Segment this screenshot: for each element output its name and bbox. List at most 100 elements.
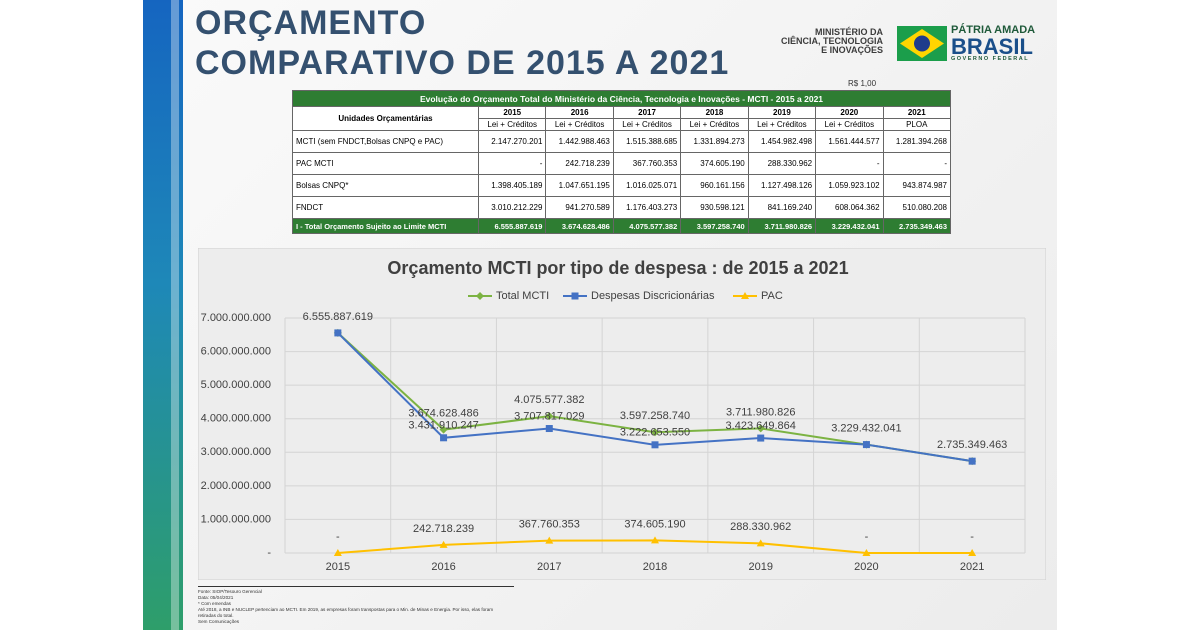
title-line: ORÇAMENTO — [195, 4, 427, 42]
value-cell: 1.454.982.498 — [747, 130, 817, 153]
year-cell: 2015 — [477, 106, 547, 119]
point — [439, 540, 448, 548]
year-cell: 2020 — [815, 106, 884, 119]
point — [545, 412, 554, 421]
value-cell: - — [882, 152, 952, 175]
year-cell: 2017 — [612, 106, 682, 119]
flag-logo — [897, 26, 947, 61]
value-cell: 841.169.240 — [747, 196, 817, 219]
data-row: Bolsas CNPQ* 1.398.405.189 1.047.651.195 1.… — [292, 174, 952, 197]
point — [756, 539, 765, 547]
value-cell: 3.010.212.229 — [477, 196, 547, 219]
data-label: 3.431.910.247 — [408, 420, 478, 432]
data-label: 367.760.353 — [519, 519, 580, 531]
total-cell: 3.674.628.486 — [545, 218, 614, 234]
y-tick-label: - — [267, 547, 271, 559]
point — [545, 425, 553, 433]
data-label: 242.718.239 — [413, 523, 474, 535]
value-cell: 1.281.394.268 — [882, 130, 952, 153]
value-cell: 1.059.923.102 — [815, 174, 884, 197]
data-label: 3.423.649.864 — [726, 420, 796, 432]
footnote-line: retiradas do total. — [198, 613, 234, 618]
value-cell: 608.064.362 — [815, 196, 884, 219]
data-row: FNDCT 3.010.212.229 941.270.589 1.176.403.2… — [292, 196, 952, 219]
x-tick-label: 2016 — [431, 561, 455, 573]
value-cell: 1.442.988.463 — [545, 130, 614, 153]
data-label: 3.711.980.826 — [726, 406, 796, 418]
caption-row: Evolução do Orçamento Total do Ministéri… — [292, 90, 951, 107]
data-label: - — [970, 531, 974, 543]
point — [757, 434, 765, 442]
x-tick-label: 2017 — [537, 561, 561, 573]
y-tick-label: 1.000.000.000 — [201, 513, 271, 525]
value-cell: 1.515.388.685 — [612, 130, 682, 153]
legend-marker — [571, 292, 579, 300]
legend-label: Despesas Discricionárias — [591, 290, 715, 302]
value-cell: 288.330.962 — [747, 152, 817, 175]
data-label: 374.605.190 — [624, 518, 685, 530]
subheader-cell: Lei + Créditos — [612, 118, 682, 131]
row-label: MCTI (sem FNDCT,Bolsas CNPQ e PAC) — [292, 130, 479, 153]
data-label: 3.674.628.486 — [408, 408, 478, 420]
point — [440, 434, 448, 442]
chart-background — [198, 248, 1046, 580]
value-cell: 943.874.987 — [882, 174, 952, 197]
y-tick-label: 2.000.000.000 — [201, 480, 271, 492]
chart: Orçamento MCTI por tipo de despesa : de … — [198, 248, 1046, 580]
point — [862, 441, 870, 449]
subheader-cell: Lei + Créditos — [477, 118, 547, 131]
footnote-line: * Com emendas — [198, 601, 231, 606]
value-cell: 1.047.651.195 — [545, 174, 614, 197]
point — [651, 428, 659, 437]
title-line: COMPARATIVO DE 2015 A 2021 — [195, 44, 730, 82]
total-cell: 6.555.887.619 — [477, 218, 547, 234]
data-label: 3.222.653.550 — [620, 427, 690, 439]
x-tick-label: 2020 — [854, 561, 878, 573]
y-tick-label: 5.000.000.000 — [201, 379, 271, 391]
side-strip — [143, 0, 183, 630]
point — [651, 536, 659, 544]
year-cell: 2021 — [882, 106, 952, 119]
point — [968, 457, 976, 465]
x-tick-label: 2019 — [748, 561, 772, 573]
y-tick-label: 3.000.000.000 — [201, 446, 271, 458]
legend-label: Total MCTI — [496, 290, 549, 302]
data-label: 288.330.962 — [730, 521, 791, 533]
footnotes: Fonte: SIOP/Tesouro Gerencial Data: 05/04… — [198, 586, 514, 625]
subheader-cell: Lei + Créditos — [815, 118, 884, 131]
footnote-line: Até 2018, a INB e NUCLEP pertenciam ao M… — [198, 607, 494, 612]
point — [968, 549, 977, 556]
slide: ORÇAMENTO COMPARATIVO DE 2015 A 2021 MIN… — [143, 0, 1057, 630]
value-cell: 1.176.403.273 — [612, 196, 682, 219]
footnote-line: Sem Comunicações — [198, 619, 240, 624]
ministry-line: MINISTÉRIO DA — [814, 27, 883, 37]
value-cell: 367.760.353 — [612, 152, 682, 175]
subheader-cell: PLOA — [882, 118, 952, 131]
footnote-line: Data: 05/04/2021 — [198, 595, 234, 600]
value-cell: 242.718.239 — [545, 152, 614, 175]
total-cell: 3.711.980.826 — [747, 218, 817, 234]
x-tick-label: 2018 — [643, 561, 667, 573]
data-label: 2.735.349.463 — [937, 439, 1007, 451]
value-cell: 510.080.208 — [882, 196, 952, 219]
value-cell: 2.147.270.201 — [477, 130, 547, 153]
point — [651, 441, 659, 449]
currency-note: R$ 1,00 — [848, 79, 877, 88]
ministry-line: CIÊNCIA, TECNOLOGIA — [780, 36, 883, 46]
value-cell: 1.561.444.577 — [815, 130, 884, 153]
subheader-cell: Lei + Créditos — [747, 118, 817, 131]
value-cell: 930.598.121 — [680, 196, 749, 219]
total-label: I - Total Orçamento Sujeito ao Limite MC… — [292, 218, 479, 234]
data-label: 3.707.817.029 — [514, 410, 584, 422]
table-caption: Evolução do Orçamento Total do Ministéri… — [292, 90, 951, 107]
value-cell: 1.398.405.189 — [477, 174, 547, 197]
data-row: PAC MCTI -242.718.239 367.760.353 374.605.1… — [292, 152, 952, 175]
subheader-cell: Lei + Créditos — [545, 118, 614, 131]
row-label: FNDCT — [292, 196, 479, 219]
data-label: - — [865, 531, 869, 543]
point — [545, 536, 554, 544]
value-cell: - — [477, 152, 547, 175]
total-cell: 4.075.577.382 — [612, 218, 682, 234]
chart-title: Orçamento MCTI por tipo de despesa : de … — [387, 258, 848, 278]
